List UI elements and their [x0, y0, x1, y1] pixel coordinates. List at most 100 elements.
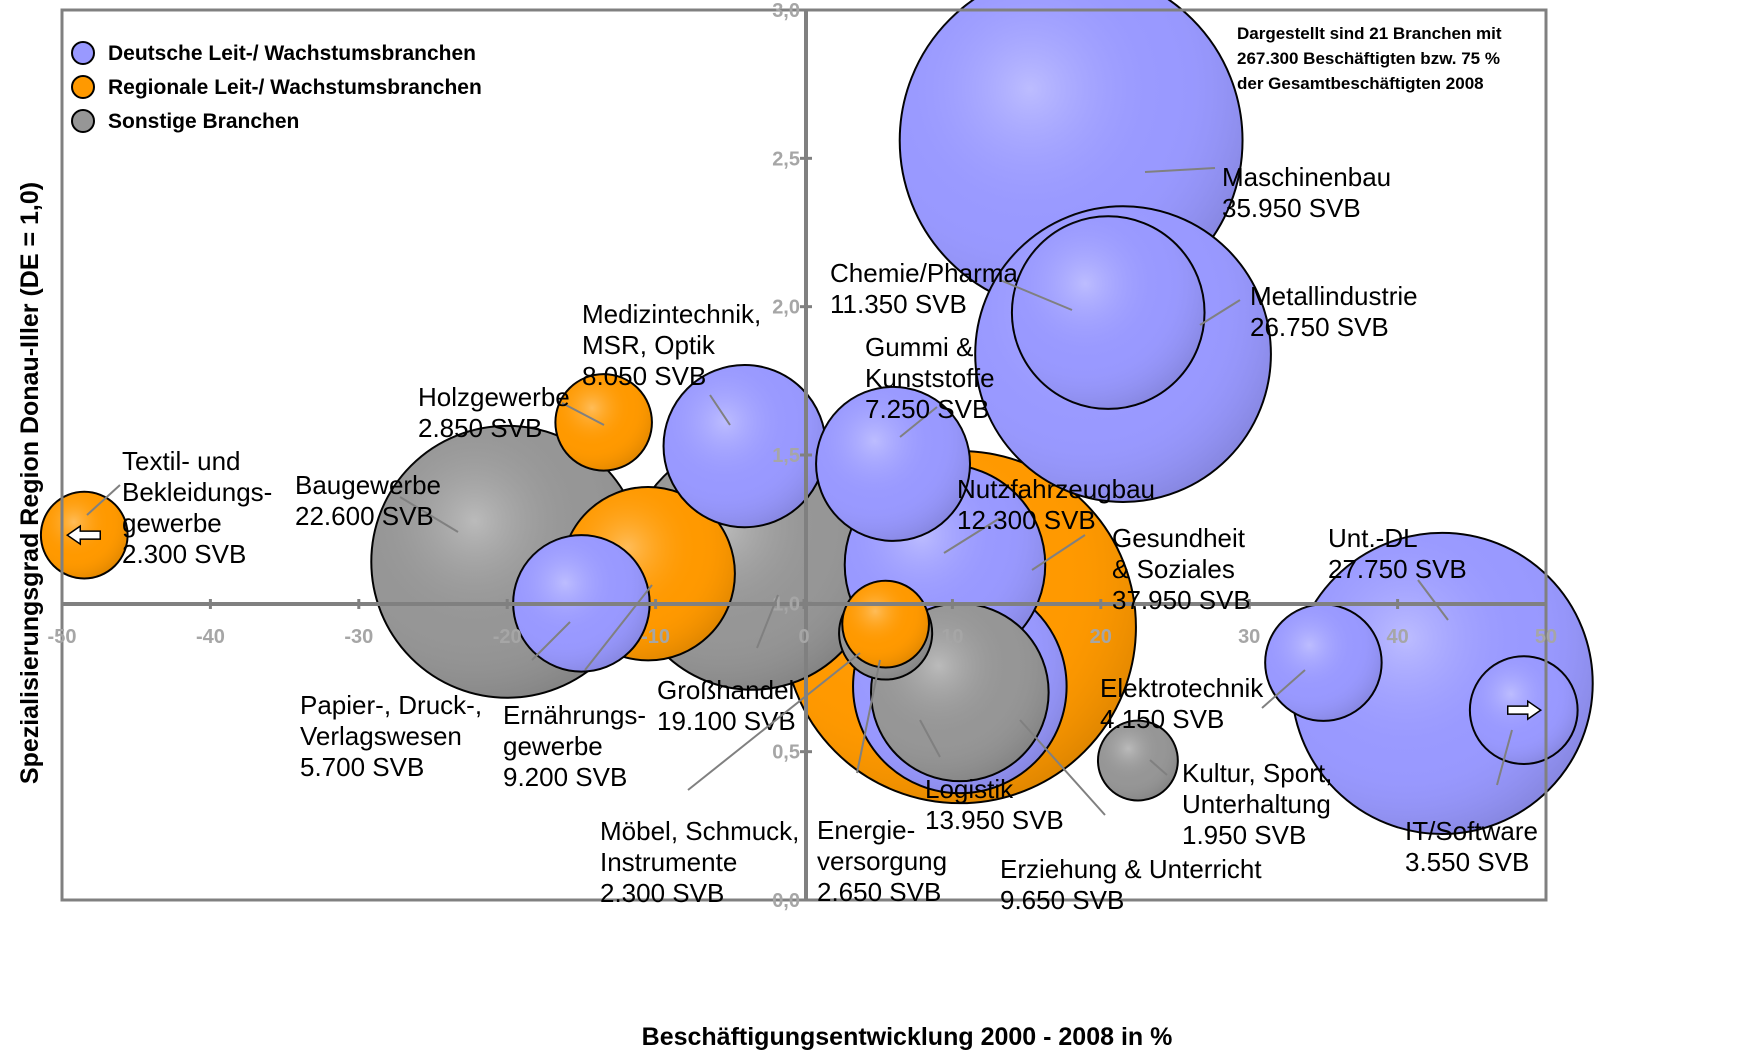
- bubble-label-line: Erziehung & Unterricht: [1000, 854, 1262, 884]
- leader-line-gesundheit: [1031, 534, 1086, 571]
- bubble-label-line: 9.200 SVB: [503, 762, 627, 792]
- bubble-label-erziehung-unterricht: Erziehung & Unterricht 9.650 SVB: [1000, 854, 1262, 915]
- leader-line-m-bel-schmuck: [687, 652, 861, 791]
- leader-line-energie: [856, 659, 881, 774]
- bubble-label-line: 2.300 SVB: [122, 539, 246, 569]
- leader-line-papier-druck: [531, 621, 571, 661]
- bubble-label-line: Elektrotechnik: [1100, 673, 1264, 703]
- bubble-label-line: Papier-, Druck-,: [300, 690, 482, 720]
- bubble-label-line: Unt.-DL: [1328, 523, 1418, 553]
- x-axis-title: Beschäftigungsentwicklung 2000 - 2008 in…: [642, 1023, 1173, 1051]
- x-tick-label: -40: [196, 626, 225, 648]
- bubbles-layer: [39, 0, 1594, 836]
- bubble-label-metallindustrie: Metallindustrie 26.750 SVB: [1250, 281, 1418, 342]
- bubble-label-line: 3.550 SVB: [1405, 847, 1529, 877]
- bubble-label-line: 27.750 SVB: [1328, 554, 1467, 584]
- bubble-label-papier-druck: Papier-, Druck-, Verlagswesen 5.700 SVB: [300, 690, 482, 782]
- bubble-textil-und: [39, 490, 129, 580]
- bubble-label-line: 19.100 SVB: [657, 706, 796, 736]
- bubble-label-line: Holzgewerbe: [418, 382, 570, 412]
- bubble-label-line: 9.650 SVB: [1000, 885, 1124, 915]
- x-tick-label: -30: [344, 626, 373, 648]
- y-axis-title: Spezialisierungsgrad Region Donau-Iller …: [16, 182, 44, 784]
- bubble-label-line: Metallindustrie: [1250, 281, 1418, 311]
- note-line-1: Dargestellt sind 21 Branchen mit: [1237, 24, 1502, 43]
- bubble-label-logistik: Logistik 13.950 SVB: [925, 774, 1064, 835]
- leader-line-baugewerbe: [399, 496, 459, 533]
- bubble-label-line: Logistik: [925, 774, 1014, 804]
- bubble-label-it-software: IT/Software 3.550 SVB: [1405, 816, 1538, 877]
- bubble-label-line: 12.300 SVB: [957, 505, 1096, 535]
- x-tick-label: 20: [1090, 626, 1112, 648]
- leader-line-it-software: [1496, 729, 1513, 786]
- bubble-label-line: Chemie/Pharma: [830, 258, 1018, 288]
- y-tick-label: 1,0: [772, 593, 800, 615]
- bubble-label-nutzfahrzeugbau: Nutzfahrzeugbau 12.300 SVB: [957, 474, 1155, 535]
- bubble-label-line: & Soziales: [1112, 554, 1235, 584]
- offchart-arrow-icon: [1506, 699, 1543, 721]
- y-tick-label: 0,5: [772, 742, 800, 764]
- y-tick-label: 2,5: [772, 148, 800, 170]
- bubble-label-line: 35.950 SVB: [1222, 193, 1361, 223]
- x-tick-label: -10: [641, 626, 670, 648]
- leader-line-gummi: [899, 406, 938, 438]
- bubble-label-textil-und: Textil- und Bekleidungs-gewerbe 2.300 SVB: [122, 446, 272, 569]
- x-tick-label: 30: [1238, 626, 1260, 648]
- bubble-label-baugewerbe: Baugewerbe 22.600 SVB: [295, 470, 441, 531]
- bubble-label-line: 1.950 SVB: [1182, 820, 1306, 850]
- bubble-label-kultur-sport: Kultur, Sport, Unterhaltung 1.950 SVB: [1182, 758, 1332, 850]
- bubble-label-line: versorgung: [817, 846, 947, 876]
- legend-label-deutsche: Deutsche Leit-/ Wachstumsbranchen: [108, 42, 476, 65]
- leader-line-maschinenbau: [1144, 167, 1216, 173]
- bubble-label-line: Gummi &: [865, 332, 973, 362]
- legend-swatch-deutsche: [71, 41, 95, 65]
- leader-line-metallindustrie: [1199, 299, 1241, 326]
- bubble-label-line: 22.600 SVB: [295, 501, 434, 531]
- bubble-medizintechnik: [662, 363, 827, 529]
- bubble-label-line: Energie-: [817, 815, 915, 845]
- leader-line-unt-dl: [1417, 579, 1449, 621]
- bubble-holzgewerbe: [554, 373, 653, 472]
- bubble-label-line: Ernährungs-: [503, 700, 646, 730]
- x-tick-label: 50: [1535, 626, 1557, 648]
- leader-line-gro-handel: [756, 594, 779, 649]
- bubble-label-line: gewerbe: [503, 731, 603, 761]
- bubble-label-line: Unterhaltung: [1182, 789, 1331, 819]
- axes-layer: -50 -40 -30 -20 -10 0 10 20 30 40 50 0,0 0,5 1,0 1,5 2,…: [48, 0, 1558, 912]
- leader-line-holzgewerbe: [561, 402, 605, 426]
- leader-line-erziehung-unterricht: [1019, 719, 1106, 816]
- bubble-label-line: Baugewerbe: [295, 470, 441, 500]
- leader-line-kultur-sport: [1149, 759, 1168, 776]
- bubble-label-line: 8.050 SVB: [582, 361, 706, 391]
- legend: Deutsche Leit-/ Wachstumsbranchen Region…: [71, 41, 482, 133]
- x-tick-label: -20: [493, 626, 522, 648]
- y-tick-label: 2,0: [772, 297, 800, 319]
- labels-layer: Gesundheit & Soziales 37.950 SVB Maschinenb…: [86, 162, 1538, 915]
- bubble-label-line: Verlagswesen: [300, 721, 462, 751]
- bubble-label-medizintechnik: Medizintechnik, MSR, Optik 8.050 SVB: [582, 299, 761, 391]
- legend-label-sonstige: Sonstige Branchen: [108, 110, 299, 133]
- bubble-label-energie: Energie-versorgung 2.650 SVB: [817, 815, 947, 907]
- x-tick-label: 0: [798, 626, 809, 648]
- leader-line-nutzfahrzeugbau: [943, 517, 1001, 554]
- bubble-label-holzgewerbe: Holzgewerbe 2.850 SVB: [418, 382, 570, 443]
- note-line-3: der Gesamtbeschäftigten 2008: [1237, 74, 1484, 93]
- bubble-label-unt-dl: Unt.-DL 27.750 SVB: [1328, 523, 1467, 584]
- offchart-arrow-icon: [65, 524, 102, 546]
- bubble-gummi: [815, 385, 972, 542]
- bubble-label-line: Textil- und: [122, 446, 241, 476]
- bubble-label-line: Möbel, Schmuck,: [600, 816, 799, 846]
- bubble-it-software: [1468, 655, 1579, 765]
- leader-line-elektrotechnik: [1261, 669, 1306, 709]
- bubble-label-line: IT/Software: [1405, 816, 1538, 846]
- bubble-label-maschinenbau: Maschinenbau 35.950 SVB: [1222, 162, 1391, 223]
- bubble-label-gesundheit: Gesundheit & Soziales 37.950 SVB: [1112, 523, 1251, 615]
- x-tick-label: 10: [941, 626, 963, 648]
- bubble-label-line: Gesundheit: [1112, 523, 1246, 553]
- bubble-label-line: 2.650 SVB: [817, 877, 941, 907]
- y-tick-label: 1,5: [772, 445, 800, 467]
- bubble-label-chemie-pharma: Chemie/Pharma 11.350 SVB: [830, 258, 1018, 319]
- bubble-label-line: Bekleidungs-: [122, 477, 272, 507]
- bubble-label-line: 7.250 SVB: [865, 394, 989, 424]
